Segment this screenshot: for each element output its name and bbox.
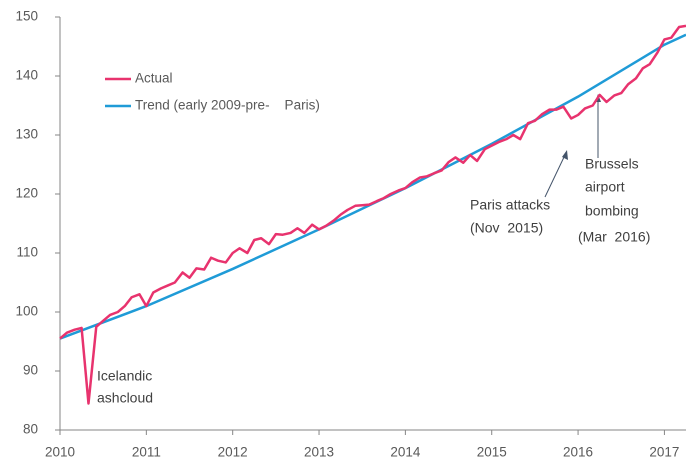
y-tick-label: 80: [23, 422, 38, 437]
annotation-arrow: [544, 154, 566, 198]
y-tick-label: 90: [23, 363, 38, 378]
legend-label: Trend (early 2009-pre- Paris): [135, 98, 320, 113]
legend-label: Actual: [135, 71, 173, 86]
y-tick-label: 110: [16, 245, 38, 260]
x-tick-label: 2016: [563, 445, 593, 460]
x-tick-label: 2014: [390, 445, 421, 460]
x-tick-label: 2015: [477, 445, 507, 460]
series-line: [59, 24, 686, 405]
y-tick-label: 130: [15, 127, 38, 142]
y-tick-label: 120: [15, 186, 38, 201]
y-tick-label: 150: [15, 9, 38, 24]
annotation-text: Icelandic: [97, 368, 152, 384]
annotation-text: (Mar 2016): [578, 229, 650, 245]
annotation-text: Paris attacks: [470, 197, 550, 213]
annotation-text: ashcloud: [97, 390, 153, 406]
annotation-text: airport: [585, 179, 625, 195]
x-tick-label: 2017: [649, 445, 679, 460]
y-tick-label: 100: [15, 304, 38, 319]
x-tick-label: 2013: [304, 445, 334, 460]
annotation-text: Brussels: [585, 156, 639, 172]
annotation-text: (Nov 2015): [470, 220, 543, 236]
y-tick-label: 140: [15, 68, 38, 83]
x-tick-label: 2011: [132, 445, 161, 460]
annotation-text: bombing: [585, 203, 639, 219]
x-tick-label: 2012: [218, 445, 248, 460]
annotations: Icelandic ashcloud Paris attacks (Nov 20…: [97, 94, 650, 406]
annotation-arrowhead: [562, 150, 568, 160]
x-tick-label: 2010: [45, 445, 75, 460]
